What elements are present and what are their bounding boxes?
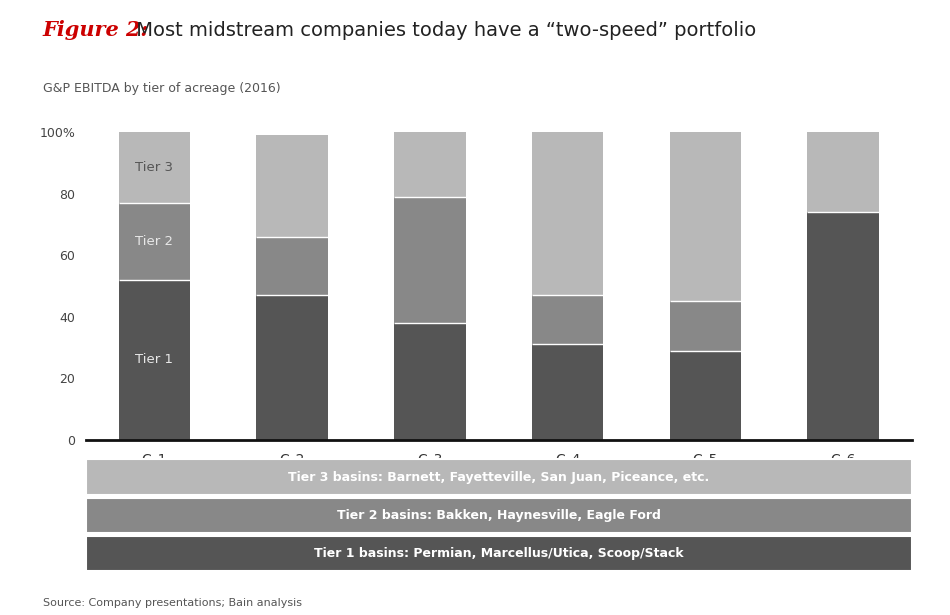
Text: G&P EBITDA by tier of acreage (2016): G&P EBITDA by tier of acreage (2016) <box>43 82 280 95</box>
Text: Tier 1: Tier 1 <box>135 353 173 367</box>
Bar <box>256 237 328 295</box>
Bar <box>532 132 603 295</box>
Text: Tier 2: Tier 2 <box>135 235 173 248</box>
Bar <box>256 295 328 440</box>
Bar <box>532 295 603 344</box>
Text: Tier 1 basins: Permian, Marcellus/Utica, Scoop/Stack: Tier 1 basins: Permian, Marcellus/Utica,… <box>314 547 684 560</box>
Bar <box>808 132 879 212</box>
Bar <box>670 301 741 351</box>
Bar <box>394 197 466 323</box>
Bar <box>532 344 603 440</box>
Bar <box>808 212 879 440</box>
Bar <box>119 280 190 440</box>
Bar <box>670 132 741 301</box>
Bar <box>394 323 466 440</box>
Text: Tier 2 basins: Bakken, Haynesville, Eagle Ford: Tier 2 basins: Bakken, Haynesville, Eagl… <box>337 509 660 522</box>
Text: Tier 3: Tier 3 <box>135 161 173 174</box>
Bar <box>670 351 741 440</box>
Bar <box>119 132 190 203</box>
Bar <box>394 132 466 197</box>
Bar <box>119 203 190 280</box>
Text: Tier 3 basins: Barnett, Fayetteville, San Juan, Piceance, etc.: Tier 3 basins: Barnett, Fayetteville, Sa… <box>288 470 710 484</box>
Text: Source: Company presentations; Bain analysis: Source: Company presentations; Bain anal… <box>43 598 302 608</box>
Text: Figure 2:: Figure 2: <box>43 20 149 40</box>
Bar <box>256 135 328 237</box>
Text: Most midstream companies today have a “two-speed” portfolio: Most midstream companies today have a “t… <box>130 21 756 40</box>
